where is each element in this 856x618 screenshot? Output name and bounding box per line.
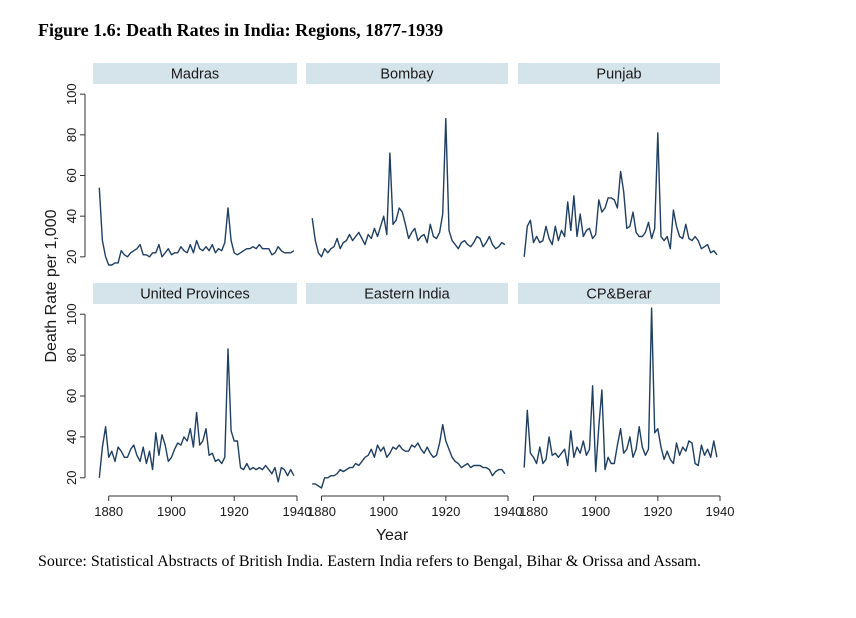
panel-title-punjab: Punjab xyxy=(596,67,641,83)
y-tick-label: 40 xyxy=(64,209,79,223)
x-tick-label: 1920 xyxy=(431,504,460,519)
y-tick-label: 60 xyxy=(64,389,79,403)
x-tick-label: 1900 xyxy=(157,504,186,519)
x-tick-label: 1900 xyxy=(581,504,610,519)
x-tick-label: 1920 xyxy=(220,504,249,519)
series-line-bombay xyxy=(311,117,506,258)
x-tick-label: 1940 xyxy=(494,504,523,519)
panel-header-bombay xyxy=(306,63,508,84)
y-tick-label: 20 xyxy=(64,471,79,485)
y-tick-label: 80 xyxy=(64,348,79,362)
panel-header-united-provinces xyxy=(93,283,297,304)
series-line-punjab xyxy=(523,132,718,257)
y-tick-label: 60 xyxy=(64,168,79,182)
panel-header-eastern-india xyxy=(306,283,508,304)
x-tick-label: 1880 xyxy=(519,504,548,519)
panel-header-punjab xyxy=(518,63,720,84)
panel-title-bombay: Bombay xyxy=(380,67,434,83)
y-tick-label: 20 xyxy=(64,250,79,264)
x-tick-label: 1940 xyxy=(283,504,312,519)
x-tick-label: 1880 xyxy=(307,504,336,519)
x-tick-label: 1900 xyxy=(369,504,398,519)
panel-header-madras xyxy=(93,63,297,84)
series-line-cp-berar xyxy=(523,307,718,473)
panel-title-cp-berar: CP&Berar xyxy=(586,287,651,303)
x-tick-label: 1880 xyxy=(94,504,123,519)
y-axis-title: Death Rate per 1,000 xyxy=(43,209,60,362)
figure-title: Figure 1.6: Death Rates in India: Region… xyxy=(38,20,444,40)
x-tick-label: 1920 xyxy=(643,504,672,519)
panel-title-united-provinces: United Provinces xyxy=(140,287,250,303)
y-tick-label: 40 xyxy=(64,430,79,444)
figure-source-note: Source: Statistical Abstracts of British… xyxy=(38,553,701,570)
x-tick-label: 1940 xyxy=(706,504,735,519)
series-line-madras xyxy=(98,187,295,266)
panel-title-madras: Madras xyxy=(171,67,219,83)
x-axis-title: Year xyxy=(376,527,409,544)
panel-header-cp-berar xyxy=(518,283,720,304)
series-line-united-provinces xyxy=(98,348,295,483)
y-tick-label: 80 xyxy=(64,128,79,142)
y-tick-label: 100 xyxy=(64,303,79,325)
y-tick-label: 100 xyxy=(64,83,79,105)
series-line-eastern-india xyxy=(312,423,506,489)
panel-title-eastern-india: Eastern India xyxy=(364,287,450,303)
